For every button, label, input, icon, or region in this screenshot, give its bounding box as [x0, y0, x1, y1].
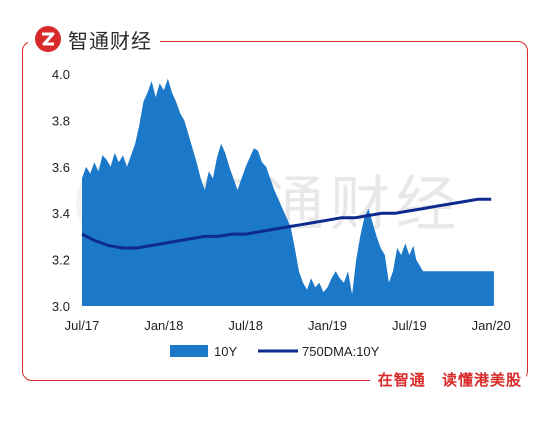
y-tick-label: 3.6: [52, 160, 70, 175]
chart-frame: [22, 41, 528, 381]
footer-slogan: 在智通 读懂港美股: [369, 369, 526, 390]
y-tick-label: 3.4: [52, 206, 70, 221]
x-tick-label: Jul/17: [65, 318, 100, 333]
x-tick-label: Jan/19: [308, 318, 347, 333]
x-tick-label: Jan/18: [144, 318, 183, 333]
y-tick-label: 3.0: [52, 299, 70, 314]
legend-label-750dma: 750DMA:10Y: [302, 344, 380, 359]
y-tick-label: 3.8: [52, 113, 70, 128]
legend-label-10y: 10Y: [214, 344, 237, 359]
legend: 10Y 750DMA:10Y: [170, 344, 380, 359]
brand-name: 智通财经: [68, 28, 152, 53]
x-tick-label: Jan/20: [472, 318, 511, 333]
x-tick-label: Jul/19: [392, 318, 427, 333]
plot-area: [81, 78, 494, 306]
footer-slogan-left: 在智通: [377, 371, 426, 389]
series-10y-area: [82, 78, 494, 306]
brand-header: 智通财经: [28, 22, 160, 56]
series-750dma-line: [81, 197, 492, 250]
x-tick-label: Jul/18: [228, 318, 263, 333]
brand-logo-icon: [35, 26, 61, 52]
y-tick-label: 3.2: [52, 253, 70, 268]
y-tick-label: 4.0: [52, 67, 70, 82]
legend-swatch-10y: [170, 345, 208, 357]
footer-slogan-right: 读懂港美股: [441, 371, 522, 389]
y-axis: 4.0 3.8 3.6 3.4 3.2 3.0: [52, 67, 70, 314]
x-axis: Jul/17 Jan/18 Jul/18 Jan/19 Jul/19 Jan/20: [65, 318, 511, 333]
